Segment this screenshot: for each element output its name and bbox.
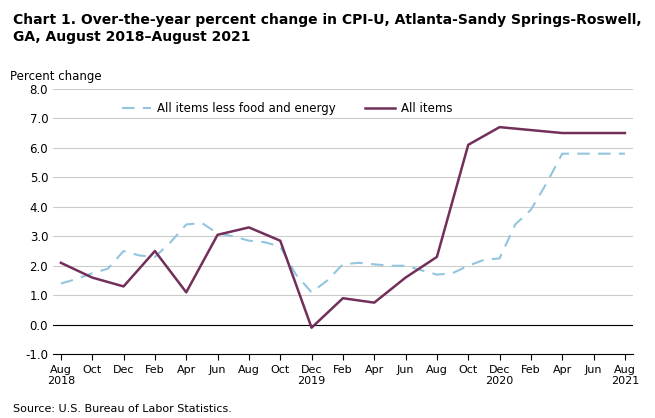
All items less food and energy bbox=[558, 151, 566, 156]
All items less food and energy bbox=[527, 207, 535, 212]
All items less food and energy bbox=[480, 257, 488, 263]
All items bbox=[339, 296, 347, 301]
All items bbox=[527, 127, 535, 133]
All items less food and energy bbox=[339, 262, 347, 267]
All items less food and energy bbox=[324, 278, 331, 283]
All items less food and energy bbox=[166, 240, 174, 245]
All items bbox=[245, 225, 253, 230]
All items bbox=[88, 275, 96, 280]
All items bbox=[402, 275, 409, 280]
All items less food and energy bbox=[496, 256, 504, 261]
All items less food and energy bbox=[417, 268, 425, 273]
All items bbox=[57, 260, 65, 265]
All items bbox=[464, 142, 472, 147]
All items less food and energy bbox=[464, 263, 472, 268]
All items less food and energy bbox=[182, 222, 190, 227]
Text: Percent change: Percent change bbox=[10, 71, 102, 84]
All items less food and energy bbox=[621, 151, 629, 156]
All items less food and energy bbox=[402, 263, 409, 268]
Line: All items: All items bbox=[61, 127, 625, 328]
All items less food and energy bbox=[512, 222, 519, 227]
All items less food and energy bbox=[229, 234, 237, 239]
All items bbox=[370, 300, 378, 305]
All items less food and energy bbox=[308, 290, 316, 295]
All items bbox=[151, 249, 159, 254]
All items less food and energy bbox=[590, 151, 597, 156]
All items less food and energy bbox=[276, 244, 284, 249]
All items less food and energy bbox=[88, 270, 96, 275]
All items less food and energy bbox=[449, 270, 457, 275]
All items bbox=[558, 130, 566, 135]
All items less food and energy bbox=[433, 272, 441, 277]
All items bbox=[308, 325, 316, 330]
All items less food and energy bbox=[542, 181, 550, 186]
All items less food and energy bbox=[292, 272, 300, 277]
All items bbox=[496, 125, 504, 130]
All items less food and energy bbox=[151, 255, 159, 260]
All items bbox=[590, 130, 597, 135]
Legend: All items less food and energy, All items: All items less food and energy, All item… bbox=[117, 97, 457, 120]
All items bbox=[120, 284, 128, 289]
All items less food and energy bbox=[245, 238, 253, 243]
Line: All items less food and energy: All items less food and energy bbox=[61, 154, 625, 292]
All items less food and energy bbox=[605, 151, 613, 156]
All items less food and energy bbox=[198, 220, 206, 225]
All items less food and energy bbox=[354, 260, 362, 265]
Text: Chart 1. Over-the-year percent change in CPI-U, Atlanta-Sandy Springs-Roswell,
G: Chart 1. Over-the-year percent change in… bbox=[13, 13, 642, 44]
All items less food and energy bbox=[57, 281, 65, 286]
All items less food and energy bbox=[261, 240, 269, 245]
All items bbox=[433, 255, 441, 260]
All items less food and energy bbox=[104, 266, 112, 271]
All items less food and energy bbox=[386, 263, 394, 268]
Text: Source: U.S. Bureau of Labor Statistics.: Source: U.S. Bureau of Labor Statistics. bbox=[13, 404, 232, 414]
All items bbox=[621, 130, 629, 135]
All items less food and energy bbox=[574, 151, 582, 156]
All items less food and energy bbox=[136, 253, 143, 258]
All items less food and energy bbox=[214, 231, 221, 236]
All items bbox=[276, 238, 284, 243]
All items less food and energy bbox=[370, 262, 378, 267]
All items bbox=[214, 232, 221, 237]
All items less food and energy bbox=[120, 249, 128, 254]
All items bbox=[182, 290, 190, 295]
All items less food and energy bbox=[73, 277, 81, 282]
